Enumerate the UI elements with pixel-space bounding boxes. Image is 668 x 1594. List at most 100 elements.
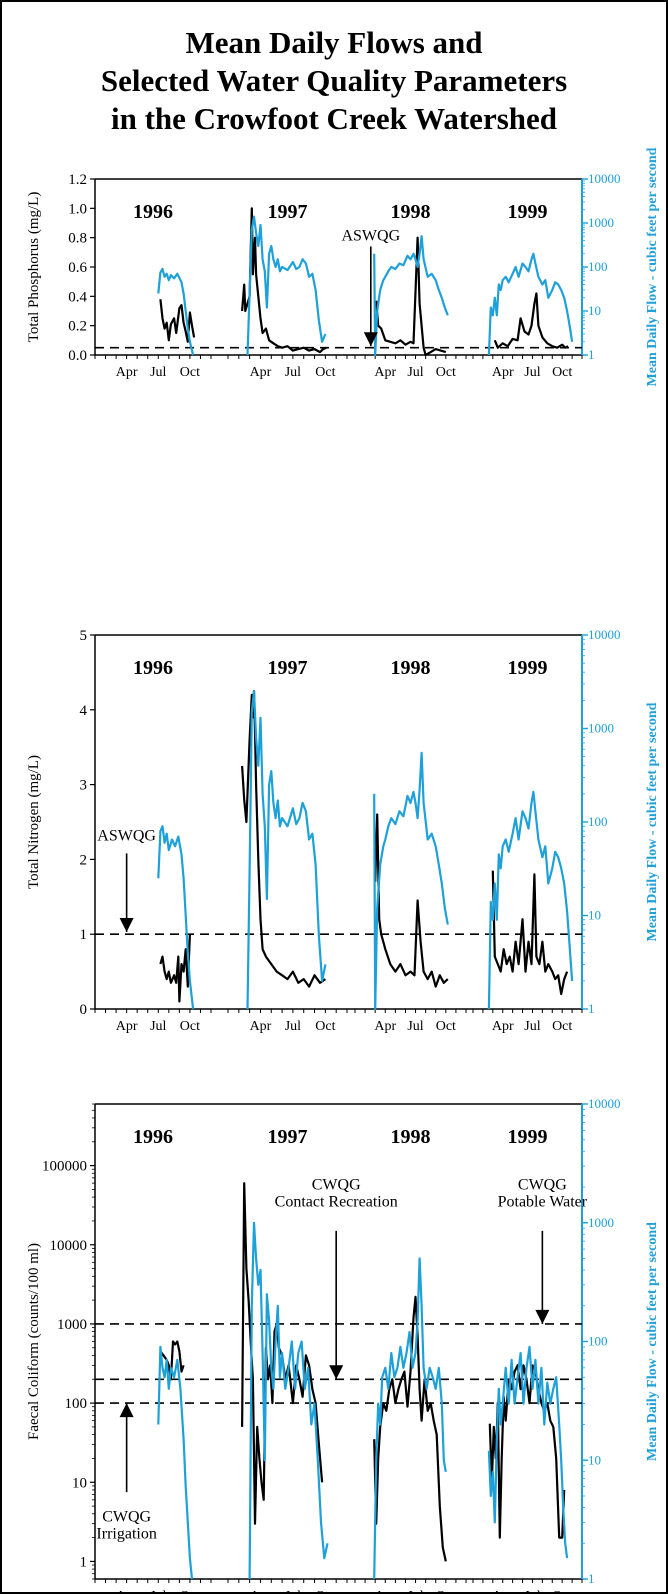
- annotation-label: CWQG: [102, 1508, 151, 1525]
- annotation-label: CWQG: [518, 1176, 567, 1193]
- year-label-1996: 1996: [133, 657, 173, 679]
- left-tick-label: 0.6: [68, 260, 87, 276]
- flow-series-line-1999: [487, 252, 574, 356]
- x-tick-label: Jul: [524, 1589, 540, 1592]
- x-tick-label: Apr: [492, 1589, 514, 1592]
- annotation-label: Irrigation: [96, 1525, 156, 1542]
- left-tick-label: 1: [80, 1554, 88, 1570]
- concentration-series-line-1997: [241, 207, 327, 354]
- left-tick-label: 0.8: [68, 231, 87, 247]
- figure-title-line-3: in the Crowfoot Creek Watershed: [110, 101, 558, 136]
- left-tick-label: 0.4: [68, 289, 87, 305]
- concentration-series-line-1997: [241, 689, 327, 988]
- x-tick-label: Jul: [407, 1019, 423, 1034]
- right-tick-label: 1: [588, 347, 595, 362]
- left-tick-label: 10: [72, 1475, 87, 1491]
- x-tick-label: Apr: [492, 1019, 514, 1034]
- x-tick-label: Jul: [285, 365, 301, 380]
- flow-series-line-1996: [157, 1345, 194, 1580]
- right-tick-label: 1: [588, 1571, 595, 1586]
- right-tick-label: 10: [588, 1452, 601, 1467]
- x-tick-label: Apr: [374, 1589, 396, 1592]
- left-tick-label: 3: [80, 778, 88, 794]
- left-tick-label: 1: [80, 927, 88, 943]
- concentration-series-line-1998: [375, 236, 447, 357]
- right-tick-label: 10000: [588, 171, 621, 186]
- right-tick-label: 1000: [588, 1215, 614, 1230]
- year-label-1998: 1998: [391, 201, 431, 223]
- year-label-1997: 1997: [268, 657, 308, 679]
- x-tick-label: Oct: [552, 1589, 572, 1592]
- year-label-1996: 1996: [133, 201, 173, 223]
- year-label-1999: 1999: [508, 1126, 548, 1148]
- annotation-arrow-head: [363, 332, 378, 347]
- right-tick-label: 10000: [588, 1096, 621, 1111]
- right-tick-label: 10: [588, 908, 601, 923]
- annotation-arrow-head: [119, 917, 134, 932]
- x-tick-label: Oct: [552, 1019, 572, 1034]
- left-axis-title: Total Phosphorus (mg/L): [26, 192, 42, 343]
- x-tick-label: Apr: [374, 365, 396, 380]
- x-tick-label: Oct: [436, 365, 456, 380]
- x-tick-label: Jul: [407, 1589, 423, 1592]
- concentration-series-line-1999: [488, 1364, 566, 1539]
- year-label-1999: 1999: [508, 657, 548, 679]
- year-label-1999: 1999: [508, 201, 548, 223]
- x-tick-label: Jul: [285, 1589, 301, 1592]
- x-tick-label: Jul: [407, 365, 423, 380]
- x-tick-label: Oct: [180, 1019, 200, 1034]
- right-axis-title: Mean Daily Flow - cubic feet per second: [645, 702, 660, 941]
- concentration-series-line-1999: [493, 292, 569, 349]
- year-label-1998: 1998: [391, 1126, 431, 1148]
- x-tick-label: Apr: [250, 1589, 272, 1592]
- x-tick-label: Apr: [492, 365, 514, 380]
- x-tick-label: Oct: [436, 1019, 456, 1034]
- x-tick-label: Jul: [150, 1019, 166, 1034]
- left-tick-label: 1.2: [68, 172, 87, 188]
- concentration-series-line-1996: [159, 299, 196, 343]
- left-tick-label: 0.0: [68, 348, 87, 364]
- right-tick-label: 100: [588, 1334, 608, 1349]
- year-label-1997: 1997: [268, 201, 308, 223]
- x-tick-label: Oct: [180, 1589, 200, 1592]
- annotation-arrow-head: [535, 1309, 550, 1324]
- left-tick-label: 5: [80, 628, 88, 644]
- year-label-1996: 1996: [133, 1126, 173, 1148]
- year-label-1997: 1997: [268, 1126, 308, 1148]
- figure-title: Mean Daily Flows and Selected Water Qual…: [2, 24, 666, 138]
- figure-title-line-1: Mean Daily Flows and: [185, 25, 483, 60]
- x-tick-label: Jul: [285, 1019, 301, 1034]
- left-tick-label: 1000: [57, 1317, 87, 1333]
- flow-series-line-1998: [373, 235, 449, 357]
- x-tick-label: Jul: [150, 1589, 166, 1592]
- x-tick-label: Oct: [315, 1589, 335, 1592]
- right-tick-label: 1000: [588, 721, 614, 736]
- x-tick-label: Apr: [374, 1019, 396, 1034]
- x-tick-label: Apr: [250, 365, 272, 380]
- flow-series-line-1998: [373, 1257, 447, 1580]
- annotation-label: Potable Water: [498, 1193, 588, 1210]
- annotation-arrow-head: [119, 1403, 134, 1418]
- right-tick-label: 1: [588, 1001, 595, 1016]
- x-tick-label: Oct: [436, 1589, 456, 1592]
- figure-title-line-2: Selected Water Quality Parameters: [100, 63, 568, 98]
- flow-series-line-1999: [487, 790, 574, 1010]
- flow-series-line-1997: [246, 215, 327, 356]
- concentration-series-line-1998: [373, 1295, 447, 1562]
- flow-series-line-1998: [373, 751, 449, 1011]
- right-tick-label: 100: [588, 259, 608, 274]
- concentration-series-line-1996: [159, 934, 191, 1003]
- concentration-series-line-1996: [159, 1340, 185, 1381]
- annotation-label: ASWQG: [341, 228, 400, 245]
- x-tick-label: Oct: [315, 1019, 335, 1034]
- x-tick-label: Jul: [524, 365, 540, 380]
- flow-series-line-1997: [248, 1221, 329, 1580]
- right-axis-title: Mean Daily Flow - cubic feet per second: [645, 147, 660, 386]
- concentration-series-line-1997: [241, 1182, 324, 1525]
- right-tick-label: 10: [588, 303, 601, 318]
- x-tick-label: Jul: [524, 1019, 540, 1034]
- annotation-label: Contact Recreation: [275, 1193, 398, 1210]
- left-axis-title: Total Nitrogen (mg/L): [26, 755, 42, 889]
- left-axis-title: Faecal Coliform (counts/100 ml): [26, 1243, 42, 1440]
